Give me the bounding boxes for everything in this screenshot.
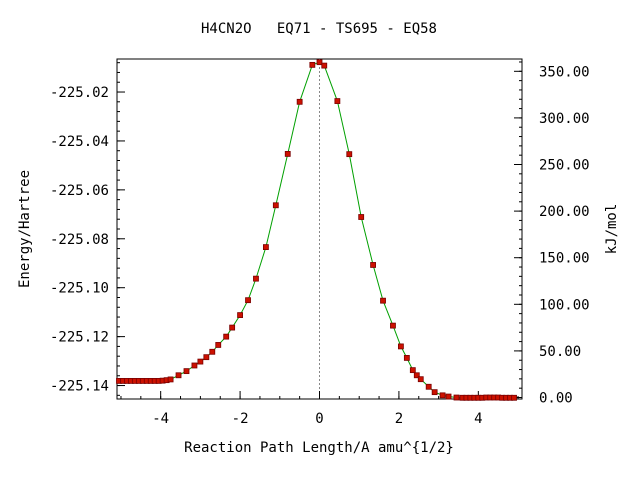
data-point <box>403 355 410 361</box>
right-tick-label: 50.00 <box>539 344 581 360</box>
left-tick-label: -225.12 <box>50 330 109 346</box>
right-tick-label: 150.00 <box>539 251 590 267</box>
data-point <box>197 358 204 365</box>
data-point <box>229 324 236 331</box>
data-point <box>203 354 210 361</box>
x-tick-label: -2 <box>232 411 249 427</box>
right-y-axis: 0.00 50.00 100.00 150.00 200.00 250.00 300.00 3… <box>514 61 590 407</box>
data-point <box>334 98 341 104</box>
data-point <box>346 151 353 158</box>
data-point <box>425 383 432 390</box>
data-point <box>445 393 452 400</box>
data-point <box>183 368 190 375</box>
chart-title: H4CN2O EQ71 - TS695 - EQ58 <box>201 21 437 37</box>
data-point <box>175 372 182 379</box>
data-point <box>223 333 230 340</box>
data-point <box>245 297 251 304</box>
right-tick-label: 200.00 <box>539 204 590 220</box>
left-y-axis: -225.02 -225.04 -225.06 -225.08 -225.10 -225.… <box>50 62 125 396</box>
data-point <box>358 214 365 220</box>
data-point <box>453 394 460 401</box>
right-tick-label: 300.00 <box>539 111 590 127</box>
x-tick-label: 0 <box>315 411 323 427</box>
data-point <box>215 342 222 348</box>
left-tick-label: -225.10 <box>50 281 109 297</box>
right-tick-label: 0.00 <box>539 391 573 407</box>
right-tick-label: 350.00 <box>539 64 590 80</box>
data-point <box>167 376 174 383</box>
right-tick-label: 250.00 <box>539 158 590 174</box>
x-tick-label: 2 <box>395 411 403 427</box>
data-point <box>511 394 517 401</box>
data-point <box>413 372 420 379</box>
data-point <box>370 262 377 268</box>
x-axis-label: Reaction Path Length/A amu^{1/2} <box>184 440 454 456</box>
left-tick-label: -225.14 <box>50 379 109 395</box>
data-point <box>272 202 279 209</box>
data-point <box>390 322 396 329</box>
data-point <box>237 312 243 319</box>
left-tick-label: -225.02 <box>50 85 109 101</box>
left-tick-label: -225.04 <box>50 134 109 150</box>
x-axis: -4 -2 0 2 4 <box>120 391 519 427</box>
data-point <box>316 59 323 66</box>
x-tick-label: 4 <box>474 411 482 427</box>
data-point <box>296 98 303 105</box>
energy-curve-line <box>118 61 515 399</box>
data-point <box>417 376 424 383</box>
y-axis-label-right: kJ/mol <box>604 204 620 255</box>
y-axis-label-left: Energy/Hartree <box>17 170 33 288</box>
data-point <box>439 392 446 399</box>
data-point <box>253 275 259 282</box>
data-point <box>321 62 328 69</box>
data-point <box>262 244 269 251</box>
x-tick-label: -4 <box>152 411 169 427</box>
data-point <box>191 362 198 369</box>
right-tick-label: 100.00 <box>539 297 590 313</box>
data-point <box>431 389 438 396</box>
data-point <box>284 151 291 157</box>
left-tick-label: -225.08 <box>50 232 109 248</box>
data-point <box>397 343 404 350</box>
data-point <box>309 61 316 68</box>
data-point <box>209 348 216 355</box>
data-point <box>409 367 416 374</box>
data-points <box>116 59 517 401</box>
left-tick-label: -225.06 <box>50 183 109 199</box>
data-point <box>380 297 386 304</box>
